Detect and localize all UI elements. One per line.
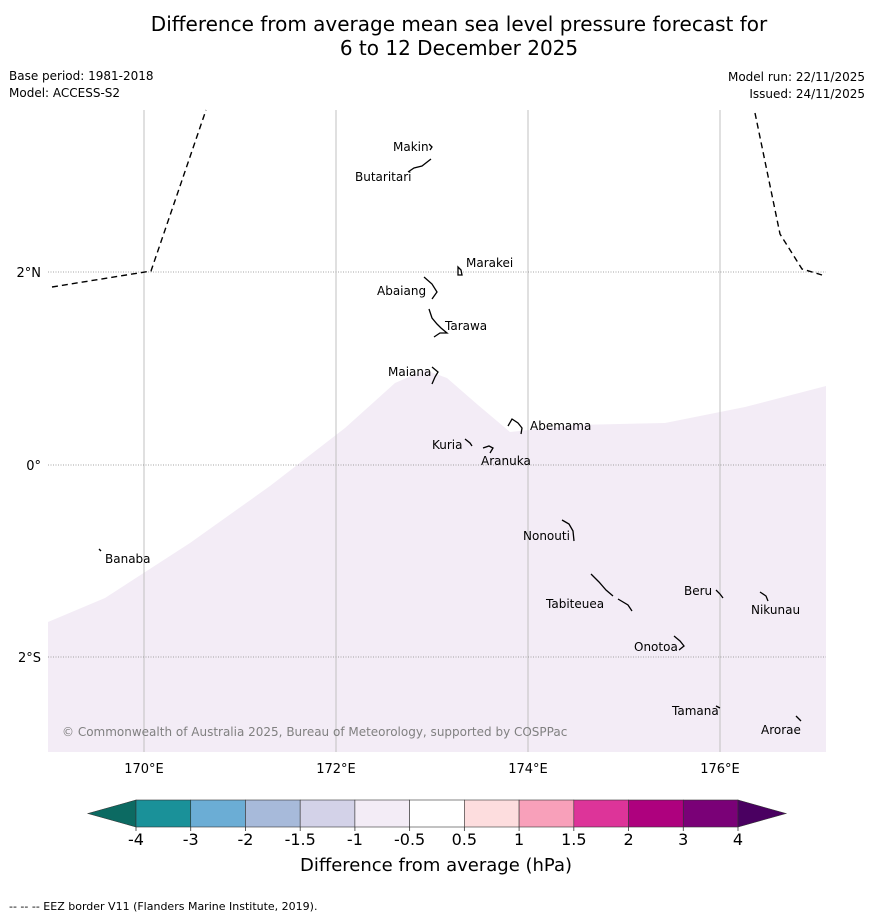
colorbar-bin-9 — [573, 799, 629, 828]
colorbar-bin-11 — [682, 799, 739, 828]
colorbar-bin-3 — [245, 799, 301, 828]
colorbar-bin-10 — [628, 799, 684, 828]
colorbar-bin-6 — [409, 799, 465, 828]
island-label-maiana: Maiana — [388, 365, 431, 379]
title-line-2: 6 to 12 December 2025 — [339, 36, 579, 60]
eez-border-east — [754, 112, 823, 276]
island-banaba-outline — [98, 548, 102, 552]
island-tamana-outline — [715, 705, 721, 709]
island-arorae-outline — [795, 715, 802, 722]
lon-label-172e: 172°E — [316, 762, 356, 777]
island-label-onotoa: Onotoa — [634, 640, 678, 654]
model-name: Model: ACCESS-S2 — [9, 86, 121, 100]
colorbar-tick-label-3: -1.5 — [285, 830, 316, 849]
island-kuria-outline — [464, 438, 473, 447]
island-label-tabiteuea: Tabiteuea — [545, 597, 604, 611]
island-label-aranuka: Aranuka — [481, 454, 531, 468]
island-label-tarawa: Tarawa — [444, 319, 487, 333]
colorbar-bin-4 — [299, 799, 356, 828]
issued-date: Issued: 24/11/2025 — [749, 87, 865, 101]
copyright-notice: © Commonwealth of Australia 2025, Bureau… — [62, 725, 567, 739]
colorbar-bin-8 — [518, 799, 575, 828]
colorbar: -4 -3 -2 -1.5 -1 -0.5 0.5 1 1.5 2 3 4 — [86, 799, 788, 849]
meta-right: Model run: 22/11/2025 Issued: 24/11/2025 — [728, 70, 865, 104]
shaded-anomaly-region — [48, 370, 826, 752]
island-label-nikunau: Nikunau — [751, 603, 800, 617]
island-label-butaritari: Butaritari — [355, 170, 412, 184]
lon-label-174e: 174°E — [508, 762, 548, 777]
colorbar-tick-label-10: 3 — [678, 830, 688, 849]
eez-legend-note: -- -- -- EEZ border V11 (Flanders Marine… — [9, 900, 318, 913]
eez-border-west — [51, 109, 207, 288]
island-nikunau-outline — [759, 591, 769, 602]
island-tarawa-outline — [428, 308, 449, 338]
colorbar-tick-label-7: 1 — [514, 830, 524, 849]
island-maiana-outline — [431, 366, 439, 385]
colorbar-tick-label-1: -3 — [183, 830, 199, 849]
island-label-makin: Makin — [393, 140, 429, 154]
island-makin-outline — [428, 143, 433, 151]
colorbar-bin-2 — [190, 799, 246, 828]
colorbar-tick-label-6: 0.5 — [452, 830, 477, 849]
colorbar-tick-label-9: 2 — [623, 830, 633, 849]
island-label-arorae: Arorae — [761, 723, 801, 737]
island-labels: Makin Butaritari Marakei Abaiang Tarawa … — [105, 140, 801, 737]
island-label-beru: Beru — [684, 584, 712, 598]
island-label-kuria: Kuria — [432, 438, 463, 452]
island-aranuka-outline — [482, 445, 494, 454]
lat-label-2n: 2°N — [17, 266, 42, 281]
colorbar-bin-5 — [354, 799, 410, 828]
colorbar-tick-label-2: -2 — [237, 830, 253, 849]
island-marakei-outline — [457, 265, 463, 276]
title-line-1: Difference from average mean sea level p… — [150, 12, 768, 36]
colorbar-bin-1 — [135, 799, 192, 828]
island-beru-outline — [715, 589, 724, 599]
island-nonouti-outline — [561, 519, 575, 542]
island-abemama-outline — [507, 418, 523, 435]
island-label-abemama: Abemama — [530, 419, 591, 433]
longitude-labels: 170°E 172°E 174°E 176°E — [124, 762, 740, 777]
island-abaiang-outline — [423, 276, 438, 300]
island-label-tamana: Tamana — [671, 704, 719, 718]
colorbar-tick-label-8: 1.5 — [561, 830, 586, 849]
lon-label-170e: 170°E — [124, 762, 164, 777]
chart-title: Difference from average mean sea level p… — [0, 12, 873, 60]
model-run: Model run: 22/11/2025 — [727, 70, 865, 84]
base-period: Base period: 1981-2018 — [9, 69, 154, 83]
island-label-marakei: Marakei — [466, 256, 513, 270]
island-label-abaiang: Abaiang — [377, 284, 426, 298]
colorbar-extend-low — [86, 799, 137, 828]
island-butaritari-outline — [407, 158, 432, 173]
island-tabiteuea-outline — [590, 573, 633, 612]
island-label-banaba: Banaba — [105, 552, 151, 566]
colorbar-tick-label-4: -1 — [347, 830, 363, 849]
latitude-labels: 2°N 0° 2°S — [17, 266, 42, 666]
colorbar-title: Difference from average (hPa) — [300, 855, 572, 876]
islands — [98, 143, 802, 722]
colorbar-bin-7 — [464, 799, 520, 828]
colorbar-tick-label-0: -4 — [128, 830, 144, 849]
colorbar-tick-label-5: -0.5 — [394, 830, 425, 849]
lat-label-0: 0° — [26, 459, 41, 474]
grid — [48, 110, 826, 752]
lon-label-176e: 176°E — [700, 762, 740, 777]
island-label-nonouti: Nonouti — [523, 529, 570, 543]
colorbar-tick-label-11: 4 — [733, 830, 743, 849]
lat-label-2s: 2°S — [18, 651, 41, 666]
eez-borders — [51, 109, 823, 288]
meta-left: Base period: 1981-2018 Model: ACCESS-S2 — [9, 69, 154, 103]
colorbar-extend-high — [737, 799, 788, 828]
island-onotoa-outline — [673, 635, 685, 651]
